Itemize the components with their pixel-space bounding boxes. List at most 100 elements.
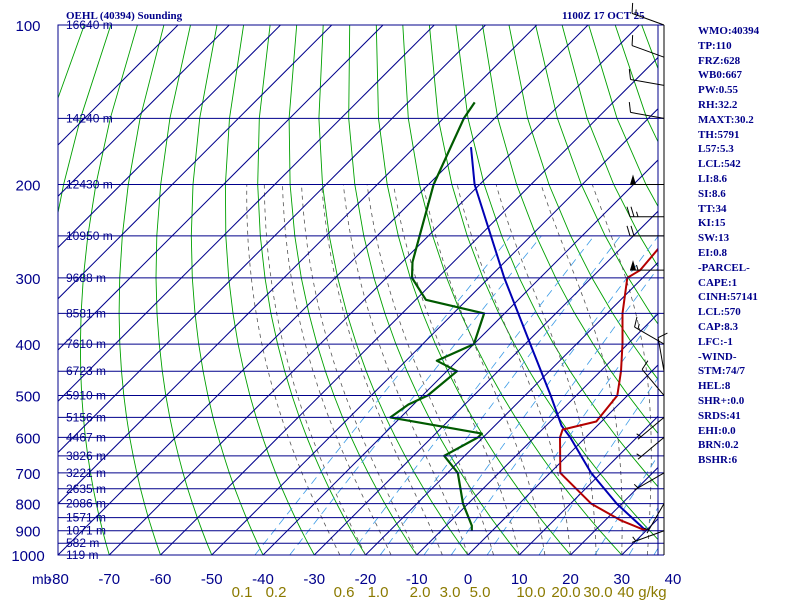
- wind-barb-staff: [631, 45, 665, 58]
- wind-barb-feather: [628, 101, 632, 113]
- wind-barb-feather: [634, 316, 638, 328]
- pressure-tick-label: 400: [15, 337, 40, 354]
- temperature-tick-label: 30: [613, 571, 630, 588]
- wind-barb-half-feather: [636, 453, 642, 458]
- stat-item: KI:15: [698, 217, 726, 230]
- wind-barb-feather: [626, 225, 631, 237]
- pressure-tick-label: 100: [15, 18, 40, 35]
- stat-item: WMO:40394: [698, 25, 760, 37]
- wind-barb: [634, 316, 665, 345]
- isotherm-line: [58, 25, 486, 454]
- dry-adiabat-line: [535, 25, 658, 325]
- temperature-tick-label: 20: [562, 571, 579, 588]
- stat-item: L57:5.3: [698, 143, 734, 156]
- wind-barb-staff: [634, 326, 665, 345]
- mixing-ratio-label: 10.0: [516, 584, 545, 600]
- wind-barb-feather: [626, 206, 631, 217]
- wind-barb-staff: [631, 12, 665, 26]
- stat-item: SW:13: [698, 232, 730, 245]
- height-label: 3221 m: [66, 466, 106, 480]
- isotherm-line: [58, 25, 435, 402]
- stat-item: WB0:667: [698, 69, 742, 82]
- stat-item: LFC:-1: [698, 335, 733, 348]
- isotherm-line: [211, 108, 658, 555]
- wind-barb: [628, 101, 665, 119]
- stat-item: SRDS:41: [698, 409, 741, 422]
- wind-barb: [626, 206, 664, 218]
- moist-adiabat-line: [343, 184, 469, 555]
- wind-barb-flag: [630, 260, 636, 271]
- stat-item: LI:8.6: [698, 172, 728, 185]
- wind-barb-feather: [631, 35, 634, 46]
- dry-adiabat-line: [561, 25, 658, 268]
- temperature-tick-label: -20: [355, 571, 377, 588]
- pressure-tick-label: 900: [15, 524, 40, 541]
- mixing-ratio-line: [423, 235, 658, 555]
- mixing-ratio-label: 20.0: [551, 584, 580, 600]
- mixing-ratio-line: [538, 377, 658, 555]
- mixing-ratio-line: [254, 235, 512, 555]
- stat-item: PW:0.55: [698, 84, 739, 97]
- moist-adiabat-line: [393, 184, 520, 555]
- height-label: 4467 m: [66, 430, 106, 444]
- wind-barb-half-feather: [643, 527, 650, 531]
- pressure-tick-label: 200: [15, 178, 40, 195]
- stat-item: CINH:57141: [698, 291, 758, 304]
- stat-item: LCL:570: [698, 306, 741, 319]
- isotherm-line: [58, 25, 230, 197]
- stat-item: SHR+:0.0: [698, 394, 745, 407]
- wind-barb-flag: [630, 174, 636, 185]
- wind-barb: [636, 437, 665, 460]
- isotherm-line: [570, 466, 658, 555]
- wind-barb-feather: [641, 360, 649, 370]
- y-axis-title: mb: [32, 571, 52, 587]
- mixing-ratio-line: [450, 267, 658, 555]
- temperature-tick-label: 10: [511, 571, 528, 588]
- wind-barb: [633, 472, 665, 491]
- stat-item: SI:8.6: [698, 187, 726, 200]
- mixing-ratio-label: 0.6: [334, 584, 355, 600]
- stat-item: BSHR:6: [698, 454, 738, 467]
- chart-datetime: 1100Z 17 OCT 25: [562, 10, 645, 22]
- wind-barb-staff: [631, 530, 665, 543]
- isotherm-line: [262, 159, 658, 555]
- dewpoint-line: [389, 101, 486, 531]
- wind-barb-half-feather: [636, 264, 639, 271]
- height-label: 8581 m: [66, 306, 106, 320]
- height-label: 1571 m: [66, 511, 106, 525]
- dry-adiabat-line: [257, 25, 366, 555]
- dry-adiabat-line: [402, 25, 623, 555]
- wind-barb-staff: [641, 369, 665, 396]
- wind-barb: [631, 530, 665, 543]
- wind-barb: [643, 503, 665, 534]
- wind-barb-feather: [628, 69, 632, 80]
- dry-adiabat-line: [224, 25, 315, 555]
- height-label: 2635 m: [66, 482, 106, 496]
- isotherm-line: [160, 56, 658, 555]
- wind-barb-feather: [630, 225, 635, 237]
- isotherm-line: [58, 25, 179, 146]
- height-label: 14240 m: [66, 111, 113, 125]
- mixing-ratio-label: 5.0: [470, 584, 491, 600]
- wind-barb-half-feather: [637, 323, 640, 330]
- moist-adiabat-line: [591, 184, 652, 555]
- stat-item: FRZ:628: [698, 54, 741, 67]
- dry-adiabat-line: [0, 25, 5, 555]
- mixing-ratio-label: 3.0: [440, 584, 461, 600]
- wind-barb-staff: [630, 111, 665, 119]
- wind-barb-feather: [631, 2, 634, 14]
- isotherm-line: [58, 25, 538, 505]
- mixing-ratio-line: [289, 235, 542, 555]
- parcel-trace-line: [470, 147, 647, 532]
- wind-barb-staff: [637, 437, 665, 460]
- stat-item: LCL:542: [698, 158, 741, 171]
- height-label: 119 m: [66, 548, 98, 562]
- wind-barb: [631, 2, 665, 26]
- stat-item: CAP:8.3: [698, 320, 739, 333]
- mixing-ratio-line: [486, 310, 658, 555]
- mixing-ratio-label: 1.0: [368, 584, 389, 600]
- moist-adiabat-line: [495, 184, 597, 555]
- wind-barb: [636, 417, 665, 440]
- temperature-tick-label: -30: [303, 571, 325, 588]
- pressure-tick-label: 300: [15, 271, 40, 288]
